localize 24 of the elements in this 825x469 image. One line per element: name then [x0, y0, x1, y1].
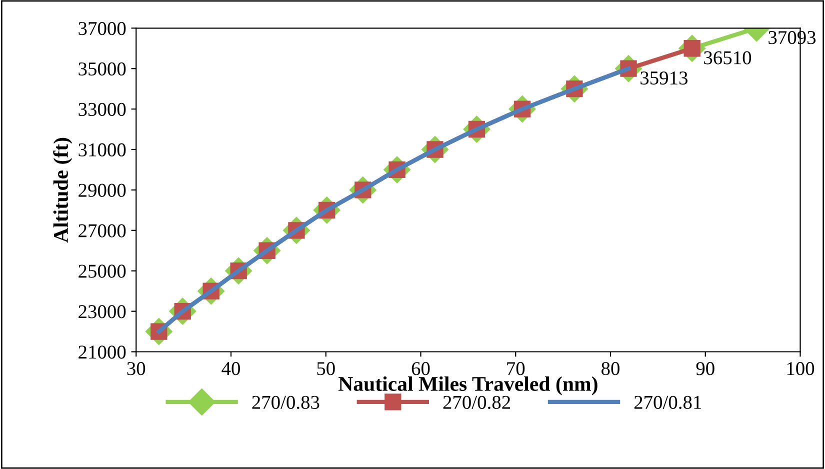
- legend-label: 270/0.81: [634, 396, 702, 410]
- x-tick-label: 80: [602, 362, 620, 376]
- x-axis-title: Nautical Miles Traveled (nm): [338, 376, 598, 396]
- x-tick-label: 70: [507, 362, 525, 376]
- y-tick-label: 27000: [78, 224, 126, 238]
- y-tick-label: 23000: [78, 305, 126, 318]
- x-tick-label: 50: [317, 362, 335, 376]
- y-tick-label: 29000: [78, 184, 126, 197]
- y-tick-label: 21000: [78, 346, 126, 359]
- y-axis-title: Altitude (ft): [53, 138, 72, 243]
- y-tick-label: 35000: [78, 62, 126, 76]
- legend-label: 270/0.83: [252, 396, 320, 410]
- x-tick-label: 100: [787, 362, 814, 376]
- y-tick-label: 25000: [78, 264, 126, 278]
- y-tick-label: 31000: [78, 143, 126, 156]
- legend-label: 270/0.82: [443, 396, 510, 410]
- y-tick-label: 37000: [78, 22, 126, 36]
- x-tick-label: 60: [412, 362, 430, 376]
- y-tick-label: 33000: [78, 102, 126, 116]
- annotation: 35913: [640, 72, 688, 85]
- x-tick-label: 30: [127, 362, 146, 376]
- x-tick-label: 90: [696, 362, 714, 376]
- x-tick-label: 40: [222, 362, 240, 376]
- annotation: 36510: [704, 51, 752, 64]
